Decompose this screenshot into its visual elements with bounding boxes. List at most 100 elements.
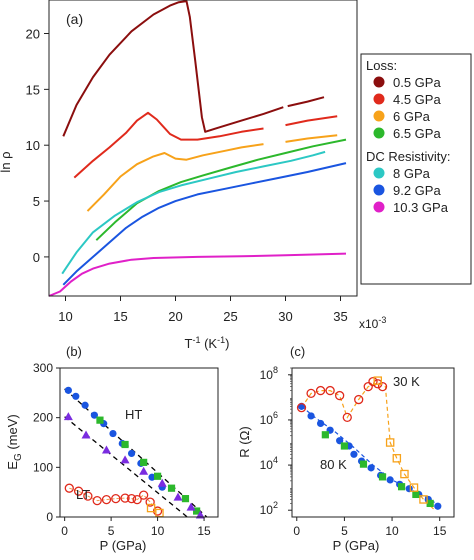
data-point <box>111 493 121 504</box>
data-point <box>342 412 352 423</box>
panel-c-points <box>296 376 442 510</box>
data-point <box>146 503 156 513</box>
panel-b-label: (b) <box>66 344 82 359</box>
y-tick-label: 100 <box>33 460 53 474</box>
data-point <box>385 438 395 447</box>
data-point <box>173 492 183 501</box>
y-tick-label: 15 <box>26 82 40 97</box>
data-point <box>307 412 315 420</box>
fit-line <box>301 381 436 511</box>
panel-b-lt-label: LT <box>76 487 90 502</box>
panel-b-plot-frame <box>59 367 219 518</box>
x-tick-label: 5 <box>341 524 348 538</box>
x-tick-label: 15 <box>113 309 127 324</box>
data-point <box>434 502 442 510</box>
data-point <box>167 484 176 492</box>
y-tick-label: 20 <box>26 27 40 42</box>
legend-entry: 0.5 GPa <box>393 75 441 90</box>
y-tick-label: 106 <box>260 410 278 427</box>
x-tick-label: 15 <box>197 524 211 538</box>
panel-b-points <box>63 386 205 519</box>
panel-c-y-axis-label: R (Ω) <box>237 426 252 457</box>
panel-b-y-axis-label: EG (meV) <box>5 414 24 469</box>
data-point <box>367 464 375 472</box>
data-point <box>363 381 373 392</box>
panel-a-x-multiplier: x10-3 <box>359 315 386 331</box>
legend-entry: 9.2 GPa <box>393 183 441 198</box>
data-point <box>120 493 130 503</box>
y-tick-label: 0 <box>33 250 40 265</box>
legend-group-title: Loss: <box>366 58 397 73</box>
data-point <box>139 466 149 475</box>
data-point <box>132 494 142 505</box>
panel-c-label: (c) <box>290 344 305 359</box>
y-tick-exponent: 8 <box>273 365 278 375</box>
x-multiplier-exponent: -3 <box>378 315 386 325</box>
data-point <box>409 483 419 492</box>
data-point <box>412 490 420 499</box>
y-tick-base: 10 <box>260 458 274 472</box>
panel-b-ht-label: HT <box>125 407 142 422</box>
legend-entry: 6 GPa <box>393 109 431 124</box>
y-tick-label: 108 <box>260 365 278 382</box>
panel-c-30k-label: 30 K <box>393 374 420 389</box>
series-line-5-0 <box>62 162 347 286</box>
series-line-4-0 <box>61 150 326 275</box>
data-point <box>386 476 394 484</box>
data-point <box>378 473 387 481</box>
data-point <box>350 450 358 458</box>
y-tick-label: 10 <box>26 138 40 153</box>
series-line-3-0 <box>95 138 347 241</box>
x-tick-label: 20 <box>168 309 182 324</box>
x-tick-label: 10 <box>151 524 165 538</box>
data-point <box>92 495 102 506</box>
y-tick-label: 300 <box>33 361 53 375</box>
data-point <box>193 507 201 515</box>
data-point <box>368 376 378 387</box>
data-point <box>148 473 156 481</box>
fit-line <box>64 388 208 518</box>
panel-b-chart: 0 5 10 15 0 100 200 300 (b) HT LT P (GPa) EG (… <box>5 344 219 553</box>
y-tick-base: 10 <box>260 368 274 382</box>
series-connector <box>69 487 158 512</box>
data-point <box>325 385 335 396</box>
series-line-2-1 <box>285 134 338 143</box>
data-point <box>140 458 148 466</box>
legend-marker <box>373 127 385 139</box>
series-line-0-0 <box>62 0 284 137</box>
legend-marker <box>373 184 385 196</box>
panel-b-x-axis-label: P (GPa) <box>100 538 147 553</box>
data-point <box>83 491 93 501</box>
series-line-0-1 <box>287 96 325 108</box>
x-tick-label: 35 <box>333 309 347 324</box>
y-tick-base: 10 <box>260 503 274 517</box>
data-point <box>181 495 190 503</box>
data-point <box>109 429 117 438</box>
y-tick-label: 102 <box>260 500 278 517</box>
y-tick-base: 10 <box>260 413 274 427</box>
y-tick-label: 104 <box>260 455 278 472</box>
y-label-g: G <box>13 453 24 461</box>
data-point <box>64 483 74 493</box>
y-tick-label: 0 <box>46 510 53 524</box>
data-point <box>101 445 111 454</box>
data-point <box>90 411 98 419</box>
y-label-unit: (meV) <box>5 414 20 453</box>
x-label-t-exponent: -1 <box>192 335 200 345</box>
panel-a-plot-frame <box>48 0 358 297</box>
x-tick-label: 0 <box>61 524 68 538</box>
x-tick-label: 10 <box>385 524 399 538</box>
y-tick-exponent: 4 <box>273 455 278 465</box>
x-label-t: T <box>185 336 193 351</box>
y-tick-label: 200 <box>33 411 53 425</box>
legend-entry: 8 GPa <box>393 166 431 181</box>
legend-entry: 10.3 GPa <box>393 200 449 215</box>
legend-marker <box>373 93 385 105</box>
x-label-unit-close: ) <box>225 336 229 351</box>
y-tick-exponent: 2 <box>273 500 278 510</box>
data-point <box>186 502 196 511</box>
series-line-6-0 <box>48 252 347 297</box>
